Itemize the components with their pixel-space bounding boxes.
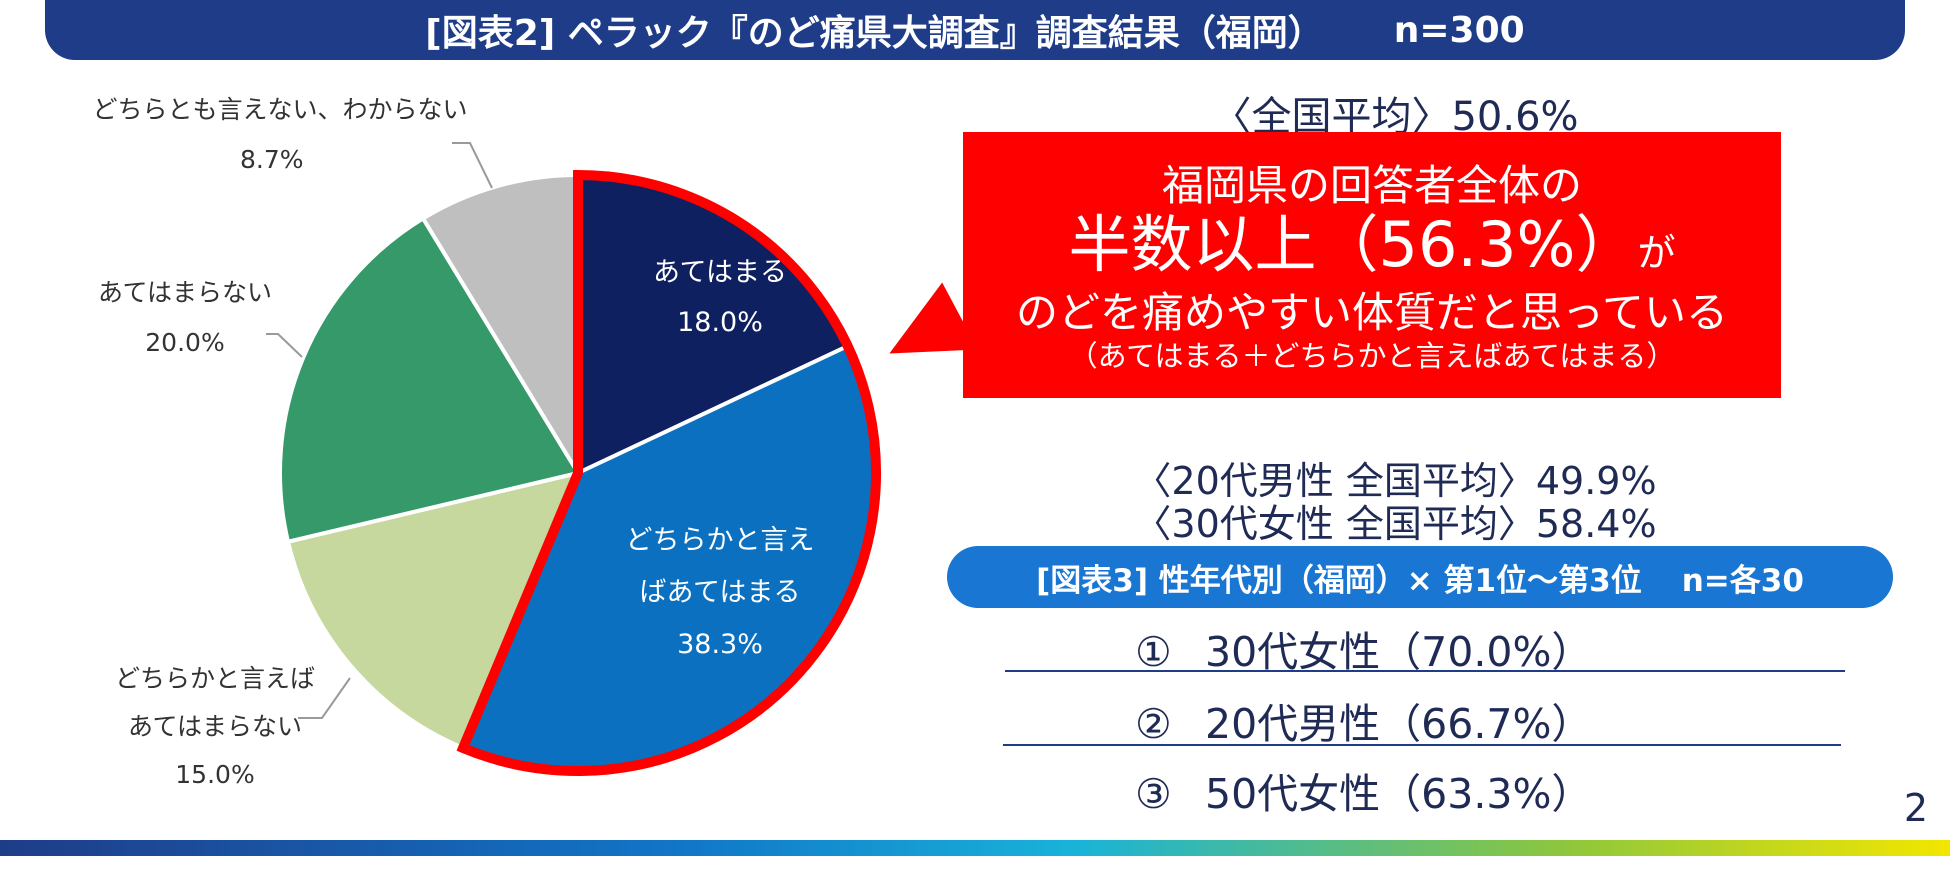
ranking-title-bar: [図表3] 性年代別（福岡）× 第1位～第3位 n=各30	[947, 546, 1893, 608]
pie-slice-4	[420, 172, 580, 481]
label-s3-name: あてはまらない	[97, 278, 272, 307]
callout-line2: 半数以上（56.3%）が	[963, 210, 1781, 288]
divider-1	[1005, 670, 1845, 672]
pie-slice-3	[278, 215, 582, 545]
label-s1-value: 38.3%	[677, 629, 763, 660]
label-s4: どちらとも言えない、わからない 8.7%	[90, 85, 470, 185]
pie-slice-2	[285, 470, 582, 751]
ranking-title: [図表3] 性年代別（福岡）× 第1位～第3位	[1036, 562, 1642, 599]
rank-text-3: 50代女性（63.3%）	[1205, 770, 1593, 818]
label-s4-value: 8.7%	[240, 145, 304, 174]
callout-line1: 福岡県の回答者全体の	[1161, 161, 1582, 210]
label-s0-name: あてはまる	[653, 257, 787, 288]
ranking-sample-size: n=各30	[1681, 562, 1804, 599]
callout-line4: （あてはまる＋どちらかと言えばあてはまる）	[1068, 339, 1676, 373]
bottom-stripe	[0, 840, 1950, 856]
leader-line-2	[298, 677, 351, 719]
label-s3: あてはまらない 20.0%	[80, 268, 290, 368]
label-s2-name-1: どちらかと言えば	[114, 664, 315, 693]
label-s2-name-2: あてはまらない	[127, 712, 302, 741]
label-s1-name-2: ばあてはまる	[639, 577, 801, 608]
label-s0-value: 18.0%	[677, 307, 763, 338]
label-s0: あてはまる 18.0%	[610, 248, 830, 348]
male20-average: 〈20代男性 全国平均〉49.9%	[1133, 459, 1657, 503]
rank-mark-2: ②	[1135, 700, 1172, 748]
sample-size: n=300	[1393, 9, 1525, 51]
label-s4-name: どちらとも言えない、わからない	[92, 95, 468, 124]
label-s2-value: 15.0%	[175, 760, 255, 789]
rank-item-3: ③ 50代女性（63.3%）	[1135, 760, 1835, 820]
leader-line-4	[452, 142, 493, 189]
leader-line-3	[266, 333, 303, 358]
chart-title: [図表2] ペラック『のど痛県大調査』調査結果（福岡）	[425, 13, 1324, 54]
label-s2: どちらかと言えば あてはまらない 15.0%	[90, 655, 340, 799]
rank-mark-1: ①	[1135, 628, 1172, 676]
divider-2	[1003, 744, 1841, 746]
highlight-outline	[456, 169, 881, 776]
pie-chart	[266, 142, 881, 776]
callout-highlight: 半数以上（56.3%）	[1068, 208, 1638, 281]
page-number: 2	[1903, 786, 1928, 830]
label-s3-value: 20.0%	[145, 328, 225, 357]
rank-text-2: 20代男性（66.7%）	[1205, 700, 1593, 748]
chart-title-bar: [図表2] ペラック『のど痛県大調査』調査結果（福岡） n=300	[45, 0, 1905, 60]
rank-item-1: ① 30代女性（70.0%）	[1135, 618, 1835, 678]
label-s1: どちらかと言え ばあてはまる 38.3%	[610, 515, 830, 671]
rank-text-1: 30代女性（70.0%）	[1205, 628, 1593, 676]
female30-average: 〈30代女性 全国平均〉58.4%	[1133, 502, 1657, 546]
callout-box: 福岡県の回答者全体の 半数以上（56.3%）が のどを痛めやすい体質だと思ってい…	[963, 132, 1781, 398]
rank-mark-3: ③	[1135, 770, 1172, 818]
callout-line3: のどを痛めやすい体質だと思っている	[1016, 288, 1728, 337]
rank-item-2: ② 20代男性（66.7%）	[1135, 690, 1835, 750]
label-s1-name-1: どちらかと言え	[625, 525, 815, 556]
callout-suffix: が	[1637, 231, 1676, 275]
